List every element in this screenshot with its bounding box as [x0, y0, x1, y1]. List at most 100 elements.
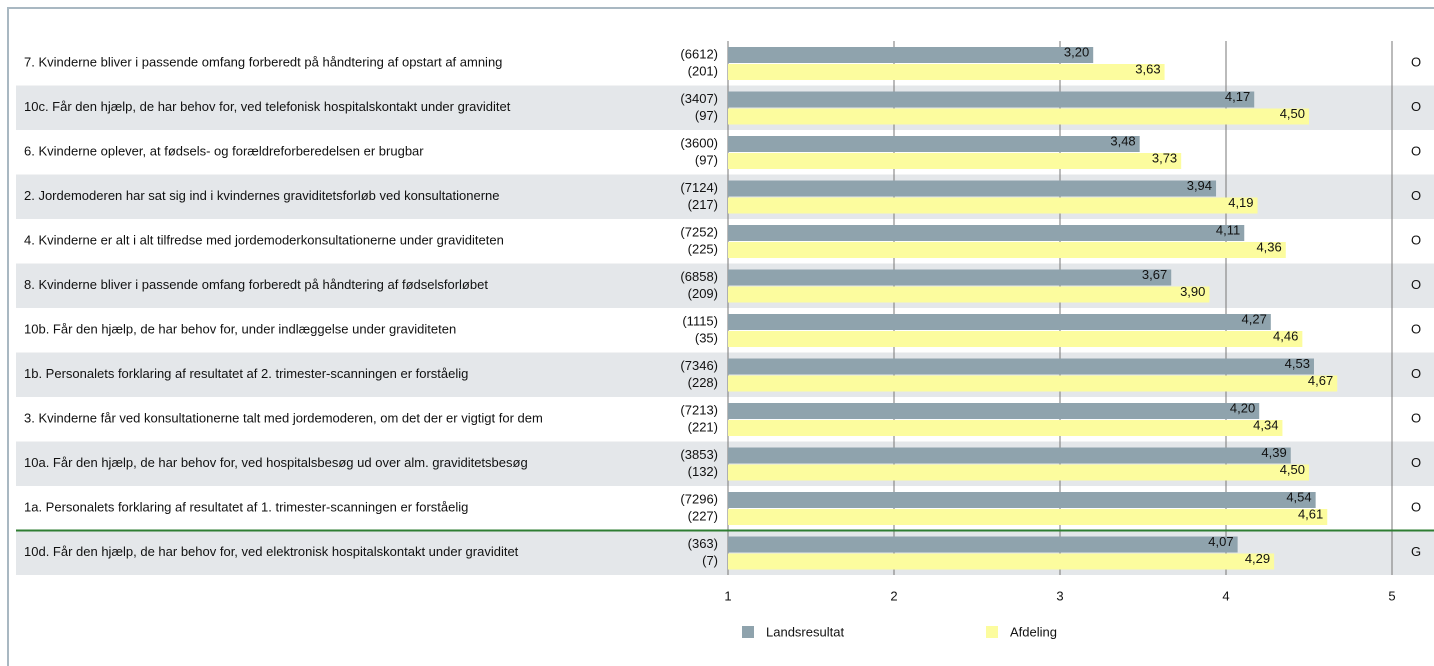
question-label: 10d. Får den hjælp, de har behov for, ve…: [24, 544, 519, 559]
grade: O: [1411, 188, 1421, 203]
value-label: 3,20: [1064, 44, 1089, 59]
bar: [728, 286, 1210, 303]
value-label: 4,54: [1286, 489, 1311, 504]
question-label: 3. Kvinderne får ved konsultationerne ta…: [24, 411, 543, 426]
value-label: 4,17: [1225, 89, 1250, 104]
bar: [728, 447, 1291, 464]
value-label: 4,11: [1216, 222, 1240, 237]
bar: [728, 47, 1094, 63]
question-label: 1b. Personalets forklaring af resultatet…: [24, 366, 468, 381]
grade: O: [1411, 55, 1421, 70]
count-label: (363): [688, 536, 718, 551]
bar: [728, 153, 1182, 169]
bar: [728, 536, 1238, 553]
question-label: 10c. Får den hjælp, de har behov for, ve…: [24, 99, 511, 114]
question-label: 8. Kvinderne bliver i passende omfang fo…: [24, 277, 488, 292]
question-label: 10a. Får den hjælp, de har behov for, ve…: [24, 455, 528, 470]
bar: [728, 403, 1260, 419]
value-label: 4,36: [1256, 239, 1281, 254]
count-label: (97): [695, 152, 718, 167]
grade: O: [1411, 277, 1421, 292]
bar: [728, 464, 1309, 481]
bar: [728, 492, 1316, 508]
legend-swatch: [986, 626, 998, 638]
question-label: 10b. Får den hjælp, de har behov for, un…: [24, 322, 456, 337]
bar: [728, 553, 1275, 570]
bar: [728, 242, 1286, 258]
count-label: (7296): [680, 491, 718, 506]
question-label: 6. Kvinderne oplever, at fødsels- og for…: [24, 144, 424, 159]
bar: [728, 225, 1245, 241]
count-label: (132): [688, 464, 718, 479]
value-label: 3,90: [1180, 284, 1205, 299]
bar: [728, 197, 1258, 214]
count-label: (7252): [680, 224, 718, 239]
bar: [728, 509, 1328, 525]
count-label: (217): [688, 197, 718, 212]
x-tick-label: 1: [724, 588, 731, 603]
count-label: (35): [695, 330, 718, 345]
frame: [7, 7, 1434, 666]
value-label: 4,53: [1285, 356, 1310, 371]
legend-label: Landsresultat: [766, 624, 844, 639]
question-label: 4. Kvinderne er alt i alt tilfredse med …: [24, 233, 504, 248]
value-label: 3,48: [1110, 133, 1135, 148]
count-label: (209): [688, 286, 718, 301]
count-label: (3407): [680, 91, 718, 106]
x-tick-label: 5: [1388, 588, 1395, 603]
count-label: (3600): [680, 135, 718, 150]
value-label: 3,73: [1152, 150, 1177, 165]
bar: [728, 314, 1271, 330]
bar: [728, 91, 1255, 108]
value-label: 4,29: [1245, 551, 1270, 566]
question-label: 1a. Personalets forklaring af resultatet…: [24, 500, 468, 515]
value-label: 4,27: [1242, 311, 1267, 326]
value-label: 4,50: [1280, 462, 1305, 477]
count-label: (201): [688, 63, 718, 78]
count-label: (221): [688, 419, 718, 434]
grade: O: [1411, 366, 1421, 381]
count-label: (3853): [680, 447, 718, 462]
count-label: (6612): [680, 46, 718, 61]
grade: O: [1411, 144, 1421, 159]
count-label: (7213): [680, 402, 718, 417]
question-label: 2. Jordemoderen har sat sig ind i kvinde…: [24, 188, 499, 203]
bar: [728, 375, 1338, 392]
value-label: 4,50: [1280, 106, 1305, 121]
bar: [728, 136, 1140, 152]
count-label: (97): [695, 108, 718, 123]
legend-swatch: [742, 626, 754, 638]
count-label: (227): [688, 508, 718, 523]
bar: [728, 269, 1172, 286]
bar: [728, 358, 1314, 375]
grade: O: [1411, 322, 1421, 337]
value-label: 4,61: [1298, 506, 1323, 521]
grade: O: [1411, 500, 1421, 515]
grade: O: [1411, 99, 1421, 114]
x-tick-label: 4: [1222, 588, 1229, 603]
value-label: 3,67: [1142, 267, 1167, 282]
count-label: (7124): [680, 180, 718, 195]
value-label: 3,63: [1135, 61, 1160, 76]
bar: [728, 108, 1309, 125]
bar: [728, 64, 1165, 80]
value-label: 4,19: [1228, 195, 1253, 210]
bar: [728, 180, 1217, 197]
grade: G: [1411, 544, 1421, 559]
count-label: (7346): [680, 358, 718, 373]
count-label: (228): [688, 375, 718, 390]
grade: O: [1411, 233, 1421, 248]
count-label: (6858): [680, 269, 718, 284]
question-label: 7. Kvinderne bliver i passende omfang fo…: [24, 55, 502, 70]
legend-label: Afdeling: [1010, 624, 1057, 639]
grade: O: [1411, 411, 1421, 426]
value-label: 4,46: [1273, 328, 1298, 343]
value-label: 4,34: [1253, 417, 1278, 432]
x-tick-label: 2: [890, 588, 897, 603]
value-label: 4,67: [1308, 373, 1333, 388]
count-label: (1115): [682, 313, 718, 328]
value-label: 4,20: [1230, 400, 1255, 415]
value-label: 3,94: [1187, 178, 1212, 193]
grade: O: [1411, 455, 1421, 470]
